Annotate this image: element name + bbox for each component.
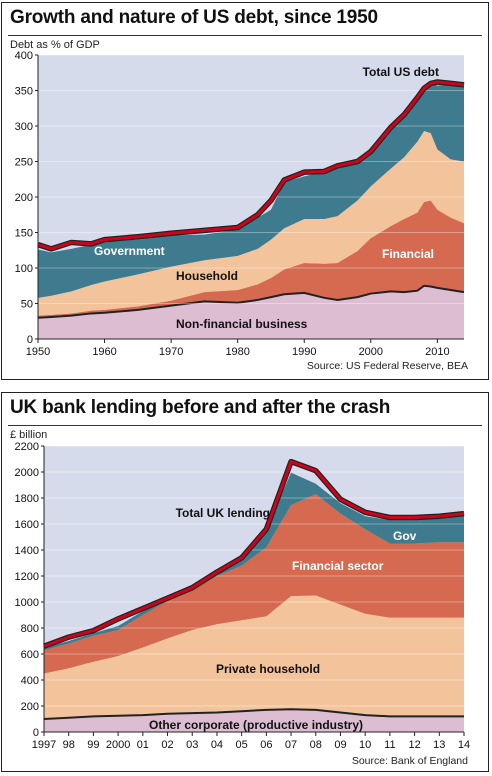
line-other-corporate-productive-industry bbox=[43, 708, 464, 720]
us-debt-chart-panel: Growth and nature of US debt, since 1950… bbox=[1, 2, 489, 380]
uk-lending-chart-panel: UK bank lending before and after the cra… bbox=[1, 392, 489, 772]
x-tick-label: 08 bbox=[310, 739, 322, 751]
area-gov bbox=[44, 472, 464, 651]
line-non-financial-business bbox=[37, 284, 465, 319]
x-tick-label: 1997 bbox=[32, 739, 56, 751]
y-tick-label: 800 bbox=[21, 623, 39, 635]
x-tick-label: 13 bbox=[433, 739, 445, 751]
annotation-government: Government bbox=[94, 244, 165, 258]
y-tick-label: 1400 bbox=[15, 545, 39, 557]
y-tick-label: 1000 bbox=[15, 597, 39, 609]
x-tick-label: 1960 bbox=[92, 346, 116, 358]
area-non-financial-business bbox=[38, 285, 464, 339]
y-tick-label: 200 bbox=[15, 192, 33, 204]
title-rule bbox=[8, 425, 482, 426]
x-tick-label: 98 bbox=[63, 739, 75, 751]
y-tick-label: 400 bbox=[21, 675, 39, 687]
total-line bbox=[43, 460, 465, 648]
y-tick-label: 150 bbox=[15, 228, 33, 240]
chart-title: UK bank lending before and after the cra… bbox=[10, 397, 391, 418]
annotation-private-household: Private household bbox=[216, 662, 320, 676]
annotation-total-uk-lending: Total UK lending bbox=[176, 506, 270, 520]
x-tick-label: 10 bbox=[359, 739, 371, 751]
title-rule bbox=[8, 35, 482, 36]
x-tick-label: 99 bbox=[87, 739, 99, 751]
annotation-gov: Gov bbox=[393, 529, 417, 543]
area-financial bbox=[38, 200, 464, 318]
area-private-household bbox=[44, 595, 464, 719]
x-tick-label: 06 bbox=[260, 739, 272, 751]
y-unit-label: £ billion bbox=[10, 429, 48, 441]
area-government bbox=[38, 83, 464, 298]
y-tick-label: 350 bbox=[15, 86, 33, 98]
x-tick-label: 14 bbox=[458, 739, 470, 751]
us-debt-area-chart: 0 50 100 150 200 250 300 350 400 1950 1960 1970 1980… bbox=[15, 50, 468, 372]
x-tick-label: 12 bbox=[408, 739, 420, 751]
source-note: Source: Bank of England bbox=[352, 755, 468, 767]
chart-title: Growth and nature of US debt, since 1950 bbox=[10, 7, 378, 28]
y-tick-label: 300 bbox=[15, 121, 33, 133]
area-financial-sector bbox=[44, 494, 464, 674]
x-tick-label: 2000 bbox=[106, 739, 130, 751]
annotation-household: Household bbox=[176, 269, 238, 283]
x-tick-label: 1990 bbox=[292, 346, 316, 358]
x-tick-label: 2000 bbox=[359, 346, 383, 358]
x-tick-label: 1970 bbox=[159, 346, 183, 358]
y-tick-label: 400 bbox=[15, 50, 33, 62]
y-tick-label: 1200 bbox=[15, 571, 39, 583]
y-tick-label: 250 bbox=[15, 157, 33, 169]
y-unit-label: Debt as % of GDP bbox=[10, 39, 100, 51]
annotation-financial-sector: Financial sector bbox=[292, 559, 384, 573]
y-tick-label: 50 bbox=[21, 299, 33, 311]
x-tick-label: 05 bbox=[236, 739, 248, 751]
y-tick-label: 1600 bbox=[15, 519, 39, 531]
annotation-non-financial-business: Non-financial business bbox=[176, 317, 308, 331]
area-household bbox=[38, 130, 464, 316]
y-tick-label: 2200 bbox=[15, 441, 39, 453]
x-tick-label: 01 bbox=[137, 739, 149, 751]
source-note: Source: US Federal Reserve, BEA bbox=[307, 360, 468, 372]
y-tick-label: 0 bbox=[27, 334, 33, 346]
x-tick-label: 2010 bbox=[425, 346, 449, 358]
x-tick-label: 09 bbox=[334, 739, 346, 751]
y-tick-label: 200 bbox=[21, 701, 39, 713]
x-tick-label: 04 bbox=[211, 739, 223, 751]
annotation-other-corporate-productive-industry: Other corporate (productive industry) bbox=[149, 718, 363, 732]
uk-lending-area-chart: 0 200 400 600 800 1000 1200 1400 1600 1800 2000 220… bbox=[15, 441, 471, 767]
x-tick-label: 07 bbox=[285, 739, 297, 751]
annotation-financial: Financial bbox=[382, 247, 434, 261]
y-tick-label: 600 bbox=[21, 649, 39, 661]
y-tick-label: 2000 bbox=[15, 467, 39, 479]
x-tick-label: 1980 bbox=[225, 346, 249, 358]
annotation-total-us-debt: Total US debt bbox=[363, 65, 439, 79]
x-tick-label: 11 bbox=[384, 739, 395, 751]
x-tick-label: 1950 bbox=[26, 346, 50, 358]
y-tick-label: 0 bbox=[33, 727, 39, 739]
x-tick-label: 02 bbox=[161, 739, 173, 751]
total-line bbox=[37, 80, 465, 251]
y-tick-label: 1800 bbox=[15, 493, 39, 505]
x-tick-label: 03 bbox=[186, 739, 198, 751]
y-tick-label: 100 bbox=[15, 263, 33, 275]
